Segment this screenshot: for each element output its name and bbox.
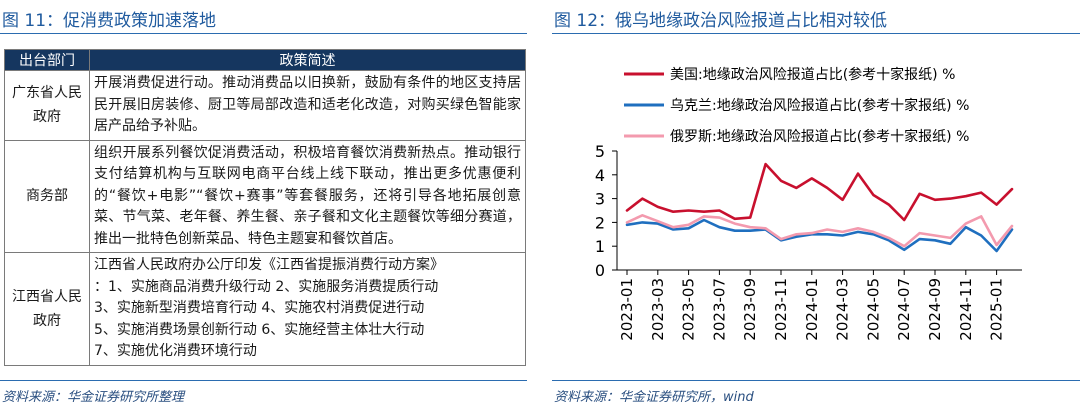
left-panel: 图 11：促消费政策加速落地 出台部门 政策简述 广东省人民政府 开展消费促进行… [0,0,527,410]
x-tick-label: 2024-07 [895,278,913,341]
policy-line: 江西省人民政府办公厅印发《江西省提振消费行动方案》 [94,257,444,273]
series-line-1 [625,218,1014,253]
x-tick-label: 2023-05 [680,278,698,341]
x-tick-label: 2023-03 [649,278,667,341]
x-tick-label: 2024-03 [834,278,852,341]
x-tick-label: 2023-09 [741,278,759,341]
policy-cell: 组织开展系列餐饮促消费活动，积极培育餐饮消费新热点。推动银行支付结算机构与互联网… [89,139,526,253]
table-row: 江西省人民政府 江西省人民政府办公厅印发《江西省提振消费行动方案》 ：1、实施商… [4,252,526,366]
legend-label: 美国:地缘政治风险报道占比(参考十家报纸) % [670,66,955,83]
policy-line: 3、实施新型消费培育行动 4、实施农村消费促进行动 [94,300,425,316]
policy-line: 5、实施消费场景创新行动 6、实施经营主体壮大行动 [94,321,425,338]
left-source-note: 资料来源：华金证券研究所整理 [2,390,185,405]
header-department: 出台部门 [4,49,90,71]
y-tick-label: 1 [595,237,605,256]
series-line-2 [625,214,1014,248]
department-cell: 江西省人民政府 [4,252,90,366]
header-policy-summary: 政策简述 [89,49,526,71]
legend-label: 俄罗斯:地缘政治风险报道占比(参考十家报纸) % [670,128,969,145]
table-row: 广东省人民政府 开展消费促进行动。推动消费品以旧换新，鼓励有条件的地区支持居民开… [4,70,526,141]
x-tick-label: 2023-11 [772,278,790,341]
right-panel: 图 12：俄乌地缘政治风险报道占比相对较低 0 1 2 3 4 5 2023-01 2023-… [552,0,1080,410]
title-divider [0,33,527,34]
policy-cell: 开展消费促进行动。推动消费品以旧换新，鼓励有条件的地区支持居民开展旧房装修、厨卫… [89,70,526,141]
y-tick-label: 2 [595,213,605,232]
y-tick-label: 4 [595,166,605,185]
department-cell: 商务部 [4,139,90,253]
source-divider [552,380,1080,381]
title-divider [552,33,1080,34]
x-tick-label: 2025-01 [988,278,1006,341]
series-line-0 [625,162,1014,222]
right-source-note: 资料来源：华金证券研究所，wind [554,390,754,405]
x-tick-label: 2024-01 [803,278,821,341]
geopolitical-risk-line-chart: 0 1 2 3 4 5 2023-01 2023-03 2023-05 2023-07 2023-0… [595,66,1022,341]
legend-label: 乌克兰:地缘政治风险报道占比(参考十家报纸) % [670,97,969,114]
policy-table: 出台部门 政策简述 广东省人民政府 开展消费促进行动。推动消费品以旧换新，鼓励有… [4,49,526,366]
policy-cell: 江西省人民政府办公厅印发《江西省提振消费行动方案》 ：1、实施商品消费升级行动 … [89,252,526,366]
policy-line: 7、实施优化消费环境行动 [94,343,257,359]
x-tick-label: 2023-07 [710,278,728,341]
table-row: 商务部 组织开展系列餐饮促消费活动，积极培育餐饮消费新热点。推动银行支付结算机构… [4,139,526,253]
x-tick-label: 2024-05 [864,278,882,341]
source-divider [0,380,527,381]
y-tick-label: 0 [595,261,605,280]
x-tick-label: 2023-01 [618,278,636,341]
y-tick-label: 3 [595,190,605,209]
y-tick-label: 5 [595,142,605,161]
department-cell: 广东省人民政府 [4,70,90,141]
x-tick-label: 2024-09 [926,278,944,341]
figure-11-title: 图 11：促消费政策加速落地 [2,11,217,31]
policy-line: ：1、实施商品消费升级行动 2、实施服务消费提质行动 [94,278,439,295]
table-header-row: 出台部门 政策简述 [4,49,526,71]
x-tick-label: 2024-11 [957,278,975,341]
figure-12-title: 图 12：俄乌地缘政治风险报道占比相对较低 [554,11,888,31]
